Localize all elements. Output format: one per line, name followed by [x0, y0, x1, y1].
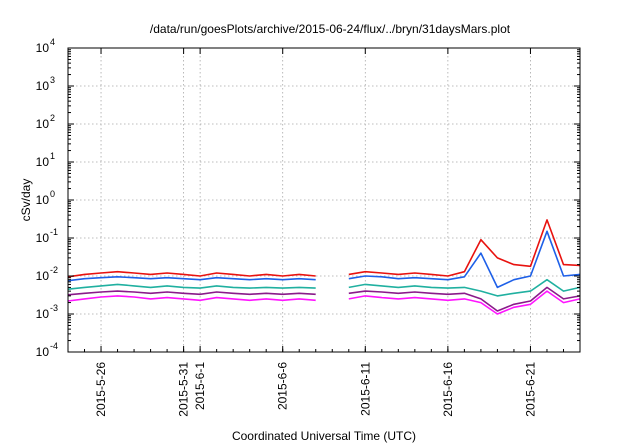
series-line-2	[67, 230, 581, 289]
y-tick-label: 10	[36, 193, 50, 207]
series-group	[67, 219, 581, 315]
y-tick-exponent: 3	[50, 75, 55, 85]
y-tick-label: 10	[36, 269, 50, 283]
y-tick-label: 10	[36, 231, 50, 245]
y-tick-label: 10	[36, 41, 50, 55]
y-tick-exponent: 2	[50, 113, 55, 123]
grid	[68, 47, 580, 353]
y-tick-exponent: 4	[50, 37, 55, 47]
y-tick-label: 10	[36, 117, 50, 131]
y-tick-exponent: -4	[50, 341, 58, 351]
series-line-3	[67, 278, 581, 297]
y-tick-exponent: -1	[50, 227, 58, 237]
y-tick-label: 10	[36, 345, 50, 359]
chart-title: /data/run/goesPlots/archive/2015-06-24/f…	[150, 22, 511, 36]
y-tick-label: 10	[36, 307, 50, 321]
x-axis-label: Coordinated Universal Time (UTC)	[232, 429, 416, 443]
y-axis-label: cSv/day	[19, 179, 33, 222]
x-tick-label: 2015-6-16	[441, 362, 455, 417]
y-tick-exponent: 1	[50, 151, 55, 161]
y-tick-label: 10	[36, 79, 50, 93]
series-line-4	[67, 286, 581, 312]
x-tick-label: 2015-5-31	[177, 362, 191, 417]
series-line-1	[67, 219, 581, 278]
x-tick-label: 2015-6-1	[193, 362, 207, 410]
y-tick-exponent: -2	[50, 265, 58, 275]
x-tick-label: 2015-6-6	[276, 362, 290, 410]
y-tick-exponent: 0	[50, 189, 55, 199]
x-tick-label: 2015-5-26	[94, 362, 108, 417]
x-axis: 2015-5-26 2015-5-31 2015-6-1 2015-6-6 2015-6…	[67, 48, 581, 417]
y-tick-label: 10	[36, 155, 50, 169]
x-tick-label: 2015-6-11	[358, 362, 372, 416]
y-tick-exponent: -3	[50, 303, 58, 313]
series-line-5	[67, 290, 581, 315]
x-tick-label: 2015-6-21	[523, 362, 537, 417]
